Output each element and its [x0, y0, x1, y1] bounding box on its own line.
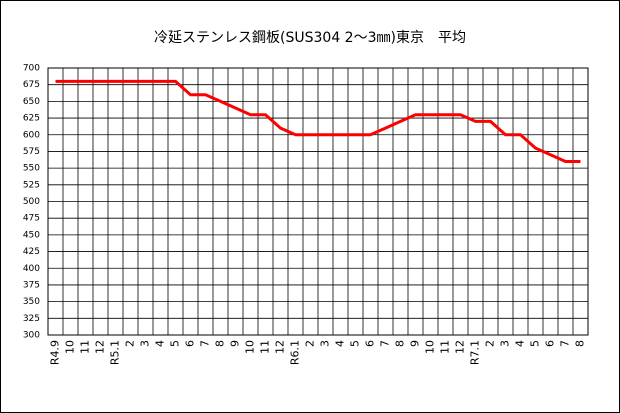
- y-tick-label: 600: [23, 130, 40, 140]
- y-tick-label: 650: [23, 97, 40, 107]
- x-tick-label: 4: [514, 340, 527, 347]
- x-tick-label: 7: [379, 340, 392, 347]
- plot-border: [47, 67, 589, 336]
- y-tick-label: 475: [23, 214, 40, 224]
- y-tick-label: 625: [23, 114, 40, 124]
- x-tick-label: 12: [94, 340, 107, 354]
- x-tick-label: 12: [454, 340, 467, 354]
- x-tick-label: 6: [544, 340, 557, 347]
- y-tick-label: 675: [23, 80, 40, 90]
- x-tick-label: 11: [439, 340, 452, 354]
- x-tick-label: 5: [529, 340, 542, 347]
- x-tick-label: 9: [409, 340, 422, 347]
- x-tick-label: 4: [334, 340, 347, 347]
- x-tick-label: 10: [244, 340, 257, 354]
- x-tick-label: R6.1: [289, 340, 302, 365]
- y-tick-label: 375: [23, 280, 40, 290]
- y-tick-label: 450: [23, 230, 40, 240]
- x-tick-label: 10: [64, 340, 77, 354]
- x-tick-label: 8: [394, 340, 407, 347]
- x-tick-label: 11: [79, 340, 92, 354]
- y-tick-label: 700: [23, 64, 40, 74]
- x-tick-label: 5: [169, 340, 182, 347]
- x-tick-label: 7: [199, 340, 212, 347]
- x-tick-label: 2: [124, 340, 137, 347]
- x-tick-label: 10: [424, 340, 437, 354]
- x-tick-label: 2: [484, 340, 497, 347]
- x-tick-label: 3: [499, 340, 512, 347]
- y-tick-label: 325: [23, 314, 40, 324]
- x-tick-label: 6: [364, 340, 377, 347]
- x-tick-label: 8: [214, 340, 227, 347]
- y-tick-label: 425: [23, 247, 40, 257]
- chart-title: 冷延ステンレス鋼板(SUS304 2～3㎜)東京 平均: [154, 30, 466, 46]
- y-tick-label: 300: [23, 331, 40, 341]
- x-tick-label: 3: [139, 340, 152, 347]
- x-tick-label: R5.1: [109, 340, 122, 365]
- x-tick-label: R7.1: [469, 340, 482, 365]
- x-tick-label: 2: [304, 340, 317, 347]
- x-tick-label: 11: [259, 340, 272, 354]
- x-tick-label: 8: [574, 340, 587, 347]
- y-tick-label: 575: [23, 147, 40, 157]
- data-line: [55, 79, 581, 163]
- x-tick-label: 6: [184, 340, 197, 347]
- x-tick-label: 4: [154, 340, 167, 347]
- y-tick-label: 400: [23, 264, 40, 274]
- y-tick-label: 350: [23, 297, 40, 307]
- x-tick-label: R4.9: [49, 340, 62, 365]
- x-tick-label: 9: [229, 340, 242, 347]
- y-tick-label: 525: [23, 180, 40, 190]
- y-tick-label: 500: [23, 197, 40, 207]
- y-tick-label: 550: [23, 164, 40, 174]
- x-tick-label: 3: [319, 340, 332, 347]
- x-tick-label: 7: [559, 340, 572, 347]
- x-tick-label: 5: [349, 340, 362, 347]
- x-tick-label: 12: [274, 340, 287, 354]
